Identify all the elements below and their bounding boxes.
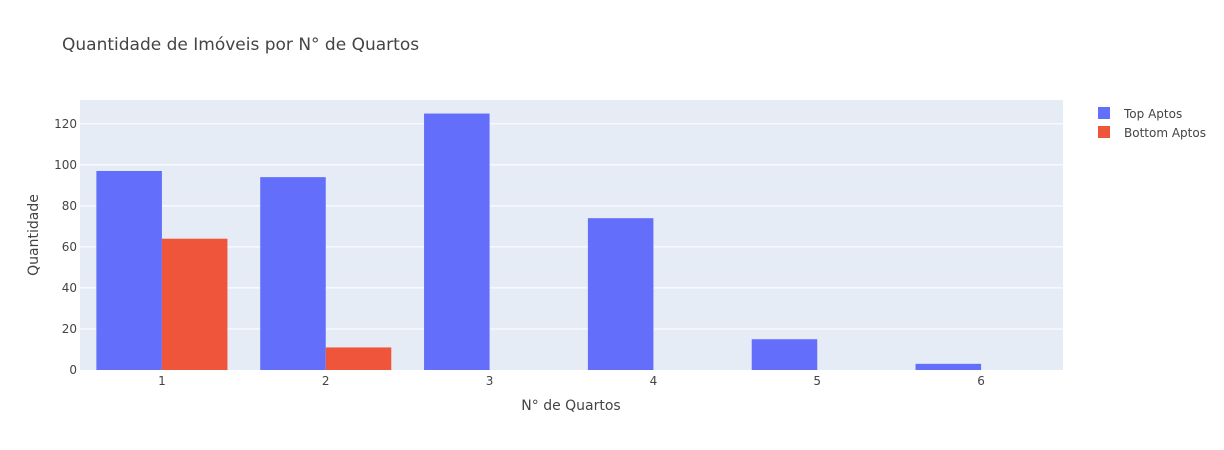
bar-top-aptos-6[interactable] <box>915 363 982 370</box>
bar-top-aptos-2[interactable] <box>260 177 326 370</box>
x-axis-ticks: 1 2 3 4 5 6 <box>158 374 985 388</box>
legend-swatch <box>1098 126 1110 138</box>
bar-top-aptos-1[interactable] <box>96 170 162 370</box>
chart-title: Quantidade de Imóveis por N° de Quartos <box>62 35 419 55</box>
x-tick-label: 4 <box>650 374 658 388</box>
bars <box>96 113 982 371</box>
bar-bottom-aptos-2[interactable] <box>325 347 392 370</box>
y-tick-label: 40 <box>62 281 77 295</box>
legend-label: Top Aptos <box>1123 107 1182 121</box>
bar-bottom-aptos-1[interactable] <box>161 238 228 370</box>
gridlines <box>80 123 1063 330</box>
x-tick-label: 1 <box>158 374 166 388</box>
legend-label: Bottom Aptos <box>1124 126 1206 140</box>
y-tick-label: 20 <box>62 322 77 336</box>
legend[interactable]: Top Aptos Bottom Aptos <box>1098 107 1206 140</box>
plot-area <box>80 100 1063 370</box>
bar-top-aptos-3[interactable] <box>424 113 490 371</box>
legend-item[interactable]: Top Aptos <box>1098 107 1182 121</box>
x-tick-label: 5 <box>813 374 821 388</box>
x-axis-title: N° de Quartos <box>521 398 620 414</box>
bar-top-aptos-5[interactable] <box>751 339 818 370</box>
y-tick-label: 120 <box>54 117 77 131</box>
y-axis-ticks: 0 20 40 60 80 100 120 <box>54 117 77 377</box>
y-axis-title: Quantidade <box>26 194 42 276</box>
y-tick-label: 80 <box>62 199 77 213</box>
x-tick-label: 2 <box>322 374 330 388</box>
y-tick-label: 0 <box>69 363 77 377</box>
y-tick-label: 100 <box>54 158 77 172</box>
x-tick-label: 3 <box>486 374 494 388</box>
y-tick-label: 60 <box>62 240 77 254</box>
x-tick-label: 6 <box>977 374 985 388</box>
bar-top-aptos-4[interactable] <box>587 218 654 370</box>
legend-swatch <box>1098 107 1110 119</box>
legend-item[interactable]: Bottom Aptos <box>1098 126 1206 140</box>
